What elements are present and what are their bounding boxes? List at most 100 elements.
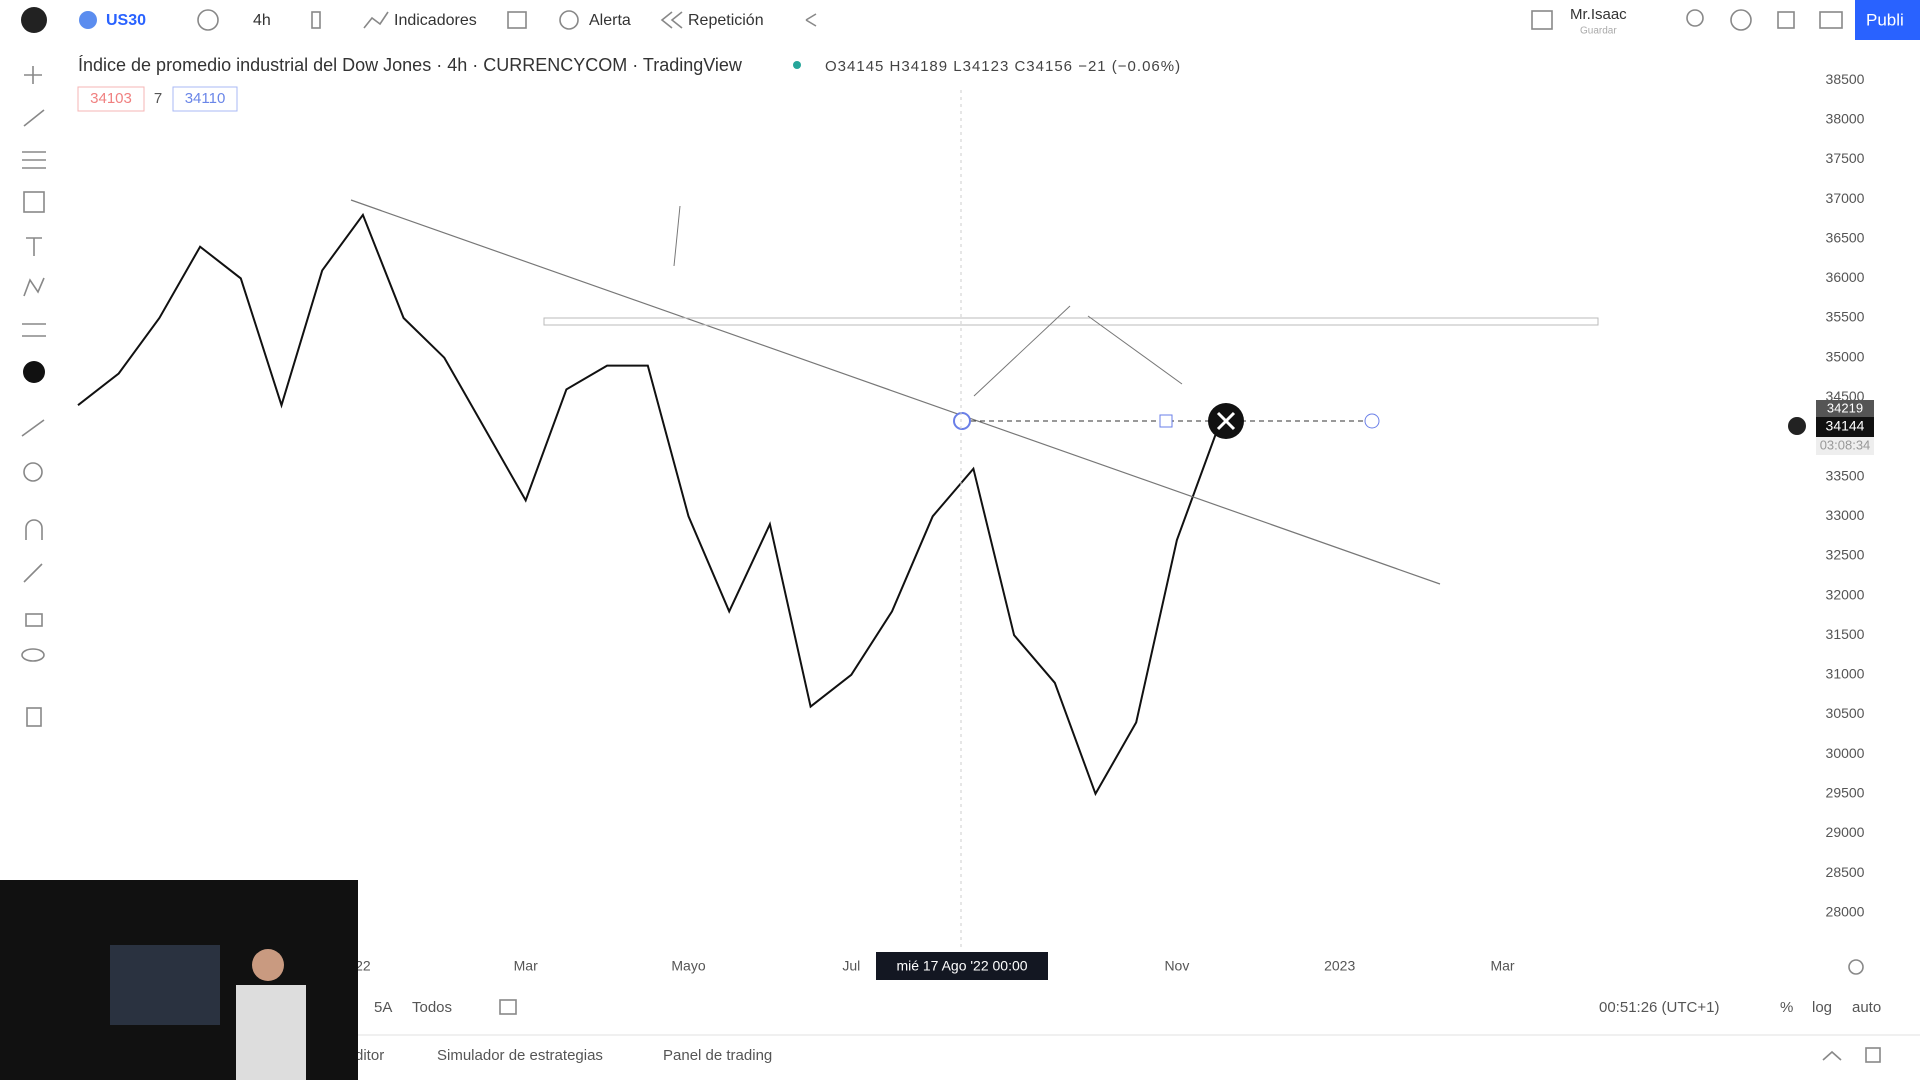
anchor[interactable]: [1159, 414, 1173, 428]
x-tick-label: Mar: [1490, 958, 1514, 974]
webcam-overlay: [0, 880, 358, 1080]
x-tick-label: 22: [355, 958, 371, 974]
buy-price[interactable]: 34110: [185, 90, 226, 107]
buy-box[interactable]: [172, 86, 238, 112]
resistance-zone[interactable]: [543, 317, 1599, 326]
settings[interactable]: [1730, 9, 1752, 31]
high-price: 34219: [1827, 400, 1863, 415]
y-tick-label: 29000: [1826, 824, 1865, 840]
y-tick-label: 38000: [1826, 110, 1865, 126]
sell-box[interactable]: [77, 86, 145, 112]
chart-title: Índice de promedio industrial del Dow Jo…: [78, 55, 743, 75]
y-tick-label: 28500: [1826, 864, 1865, 880]
ohlc: O34145 H34189 L34123 C34156 −21 (−0.06%): [825, 58, 1181, 75]
trendline[interactable]: [350, 199, 1441, 585]
alert-button[interactable]: Alerta: [589, 12, 631, 29]
y-tick-label: 38500: [1826, 71, 1865, 87]
y-tick-label: 31500: [1826, 626, 1865, 642]
price-badges: 34219 34144 03:08:34: [1788, 400, 1874, 455]
countdown-badge: [1816, 437, 1874, 455]
y-tick-label: 30500: [1826, 705, 1865, 721]
zoom[interactable]: [23, 462, 43, 482]
anchor[interactable]: [1364, 413, 1380, 429]
y-tick-label: 30000: [1826, 745, 1865, 761]
y-tick-label: 36500: [1826, 229, 1865, 245]
maximize[interactable]: [1865, 1047, 1881, 1063]
arrow: [1087, 315, 1183, 385]
pattern-tool[interactable]: [23, 277, 45, 297]
y-tick-label: 28000: [1826, 903, 1865, 919]
range-all[interactable]: Todos: [412, 999, 452, 1016]
y-tick-label: 37500: [1826, 150, 1865, 166]
snapshot[interactable]: [1819, 11, 1843, 29]
lock[interactable]: [25, 613, 43, 627]
symbol[interactable]: US30: [106, 12, 146, 29]
goto-date[interactable]: [499, 999, 517, 1015]
trendline-tool[interactable]: [23, 109, 45, 127]
user-name[interactable]: Mr.Isaac: [1570, 6, 1627, 23]
shape-tool[interactable]: [23, 191, 45, 213]
indicators-icon: [363, 11, 389, 29]
save-label[interactable]: Guardar: [1580, 26, 1617, 37]
range-5y[interactable]: 5A: [374, 999, 392, 1016]
log-toggle[interactable]: log: [1812, 999, 1832, 1016]
strategy-tab[interactable]: Simulador de estrategias: [437, 1047, 603, 1064]
anchor[interactable]: [953, 412, 971, 430]
left-toolbar: [21, 66, 46, 727]
x-tick-label: Mar: [514, 958, 538, 974]
y-tick-label: 35500: [1826, 309, 1865, 325]
search[interactable]: [1686, 9, 1704, 27]
layouts[interactable]: [507, 11, 527, 29]
magnet[interactable]: [25, 519, 43, 540]
interval[interactable]: 4h: [253, 12, 271, 29]
x-tick-label: Nov: [1164, 958, 1189, 974]
price-line: [77, 212, 1219, 797]
publish-button[interactable]: [1855, 0, 1920, 40]
y-tick-label: 36000: [1826, 269, 1865, 285]
chart-type[interactable]: [311, 11, 321, 29]
spread: 7: [154, 90, 162, 107]
prediction-tool[interactable]: [22, 323, 46, 337]
y-tick-label: 33500: [1826, 467, 1865, 483]
remove-tool[interactable]: [23, 361, 45, 383]
layout-box[interactable]: [1531, 10, 1553, 30]
fib-tool[interactable]: [22, 151, 46, 169]
plus-button[interactable]: [1788, 417, 1806, 435]
text-tool[interactable]: [26, 237, 42, 256]
trading-tab[interactable]: Panel de trading: [663, 1047, 772, 1064]
market-status: [793, 61, 801, 69]
collapse[interactable]: [1822, 1050, 1842, 1061]
high-badge: [1816, 400, 1874, 418]
person-body: [236, 985, 306, 1080]
clock: 00:51:26 (UTC+1): [1599, 999, 1719, 1016]
add-symbol[interactable]: [197, 9, 219, 31]
replay-button[interactable]: Repetición: [688, 12, 764, 29]
axis-settings[interactable]: [1848, 959, 1864, 975]
percent-toggle[interactable]: %: [1780, 999, 1793, 1016]
countdown: 03:08:34: [1820, 437, 1871, 452]
monitor: [110, 945, 220, 1025]
ruler[interactable]: [21, 419, 45, 437]
replay-icon: [660, 11, 683, 29]
undo[interactable]: [805, 13, 817, 27]
x-tick-label: Jul: [842, 958, 860, 974]
symbol-icon: [79, 11, 97, 29]
indicators-button[interactable]: Indicadores: [394, 12, 477, 29]
drawings: [350, 90, 1599, 950]
sell-price[interactable]: 34103: [90, 90, 132, 107]
fullscreen[interactable]: [1777, 11, 1795, 29]
publish-label[interactable]: Publi: [1866, 10, 1904, 29]
arrow: [673, 205, 681, 267]
chart-legend: Índice de promedio industrial del Dow Jo…: [77, 55, 1181, 112]
trash[interactable]: [26, 707, 42, 727]
logo[interactable]: [21, 7, 47, 33]
person: [252, 949, 284, 981]
auto-toggle[interactable]: auto: [1852, 999, 1881, 1016]
y-tick-label: 32000: [1826, 586, 1865, 602]
delete-icon: [1216, 411, 1236, 431]
drawing-mode[interactable]: [23, 563, 43, 583]
visibility[interactable]: [21, 648, 45, 662]
date-badge: [876, 952, 1048, 980]
crosshair-tool[interactable]: [24, 66, 42, 84]
